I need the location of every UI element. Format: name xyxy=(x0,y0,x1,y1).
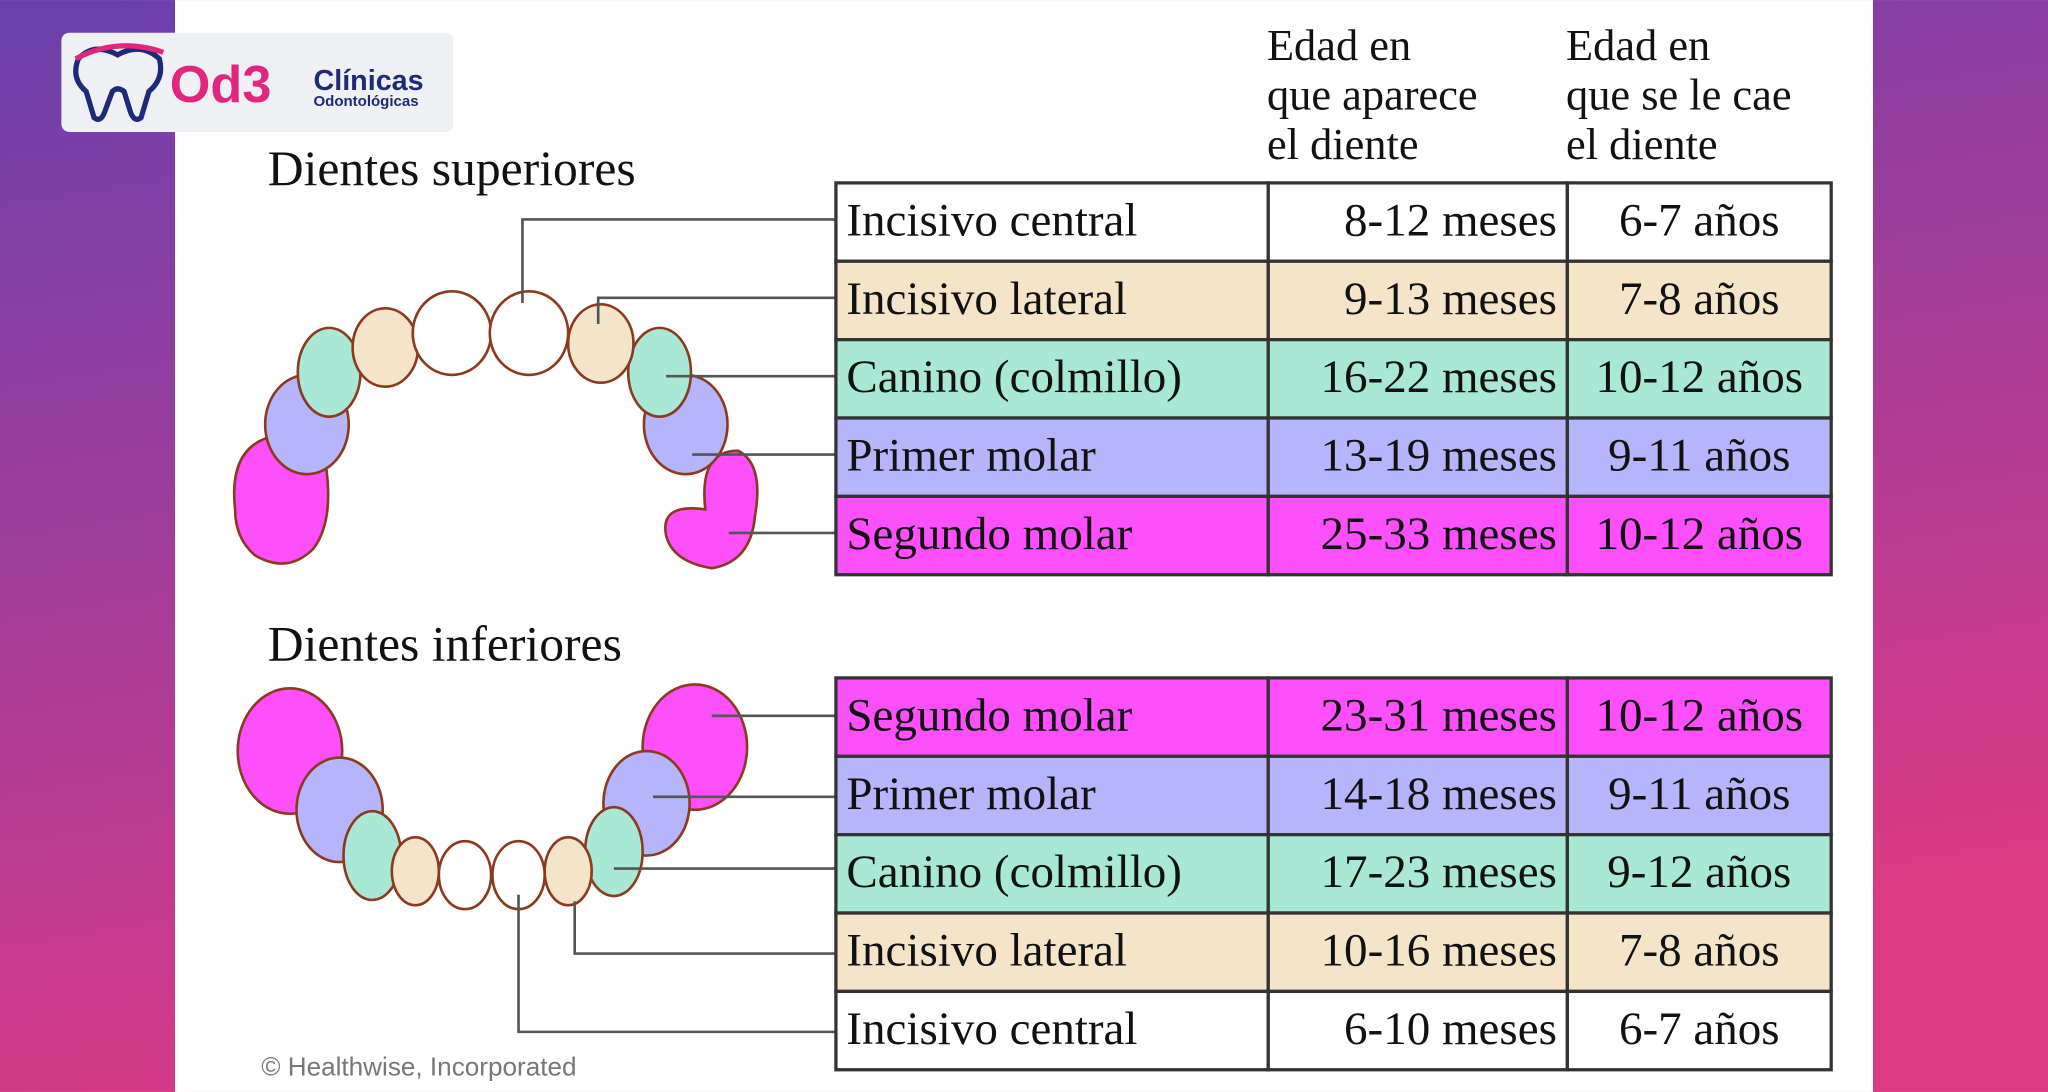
table-cell xyxy=(834,181,1270,263)
tooth xyxy=(342,809,403,902)
connector xyxy=(521,218,836,304)
column-header: el diente xyxy=(1566,119,1718,169)
fall-age: 9-11 años xyxy=(1608,768,1790,820)
connector xyxy=(573,901,836,955)
connectors xyxy=(517,218,836,1034)
table-cell xyxy=(1266,833,1569,915)
table-cell xyxy=(1565,181,1833,263)
connector xyxy=(596,296,836,324)
table-cell xyxy=(1266,494,1569,577)
table-cell xyxy=(834,676,1270,758)
table-cell xyxy=(1565,833,1833,915)
table-cell xyxy=(1266,181,1569,263)
fall-age: 6-7 años xyxy=(1619,194,1780,246)
appear-age: 23-31 meses xyxy=(1321,690,1557,742)
column-header: Edad en xyxy=(1267,20,1411,70)
tooth xyxy=(626,326,693,418)
table-cell xyxy=(834,754,1270,837)
logo-line1: Clínicas xyxy=(313,65,423,97)
table-cell xyxy=(1565,911,1833,994)
logo: Od3 Clínicas Odontológicas xyxy=(61,32,454,132)
credit: © Healthwise, Incorporated xyxy=(261,1051,576,1081)
tooth xyxy=(566,303,635,385)
tooth xyxy=(351,306,420,388)
fall-age: 10-12 años xyxy=(1595,690,1803,742)
fall-age: 7-8 años xyxy=(1619,925,1780,977)
lower-arch xyxy=(236,683,749,911)
appear-age: 14-18 meses xyxy=(1321,768,1557,820)
tooth-name: Canino (colmillo) xyxy=(846,846,1182,898)
table-cell xyxy=(1565,416,1833,498)
tooth-name: Incisivo lateral xyxy=(846,273,1127,325)
tooth-name: Primer molar xyxy=(846,768,1096,820)
tooth xyxy=(411,290,493,377)
appear-age: 8-12 meses xyxy=(1344,194,1557,246)
tooth-name: Segundo molar xyxy=(846,508,1132,560)
table-cell xyxy=(1565,989,1833,1072)
table-cell xyxy=(834,338,1270,420)
column-header: que aparece xyxy=(1267,69,1478,119)
column-header: el diente xyxy=(1267,119,1419,169)
table-cell xyxy=(1266,754,1569,837)
section-title: Dientes superiores xyxy=(268,141,636,196)
table-cell xyxy=(1565,338,1833,420)
connector xyxy=(517,894,836,1034)
appear-age: 9-13 meses xyxy=(1344,273,1557,325)
fall-age: 6-7 años xyxy=(1619,1003,1780,1055)
fall-age: 7-8 años xyxy=(1619,273,1780,325)
upper-arch xyxy=(232,290,759,570)
tooth xyxy=(390,835,441,907)
appear-age: 13-19 meses xyxy=(1321,430,1557,482)
fall-age: 9-11 años xyxy=(1608,430,1790,482)
tooth-name: Segundo molar xyxy=(846,690,1132,742)
fall-age: 10-12 años xyxy=(1595,508,1803,560)
tooth-name: Incisivo lateral xyxy=(846,925,1127,977)
tooth xyxy=(664,449,759,570)
tooth-name: Incisivo central xyxy=(846,1003,1137,1055)
tooth-name: Incisivo central xyxy=(846,194,1137,246)
table-cell xyxy=(834,259,1270,342)
tooth-name: Primer molar xyxy=(846,430,1096,482)
fall-age: 9-12 años xyxy=(1607,846,1791,898)
section-title: Dientes inferiores xyxy=(268,617,622,672)
table-cell xyxy=(834,911,1270,994)
appear-age: 10-16 meses xyxy=(1321,925,1557,977)
table-cell xyxy=(1266,911,1569,994)
logo-swoosh xyxy=(74,43,165,62)
appear-age: 6-10 meses xyxy=(1344,1003,1557,1055)
appear-age: 16-22 meses xyxy=(1321,351,1557,403)
tooth xyxy=(583,805,644,898)
logo-icon xyxy=(73,46,164,122)
appear-age: 17-23 meses xyxy=(1321,846,1557,898)
column-header: que se le cae xyxy=(1566,69,1792,119)
logo-line2: Odontológicas xyxy=(313,93,418,110)
table-cell xyxy=(834,494,1270,577)
tooth-name: Canino (colmillo) xyxy=(846,351,1182,403)
tooth xyxy=(488,290,570,377)
tooth xyxy=(543,835,593,907)
logo-brand: Od3 xyxy=(170,56,272,114)
fall-age: 10-12 años xyxy=(1595,351,1803,403)
tooth xyxy=(437,839,493,911)
table-cell xyxy=(834,989,1270,1072)
table-cell xyxy=(1565,494,1833,577)
appear-age: 25-33 meses xyxy=(1321,508,1557,560)
tooth xyxy=(296,326,362,418)
table-cell xyxy=(834,833,1270,915)
column-header: Edad en xyxy=(1566,20,1710,70)
